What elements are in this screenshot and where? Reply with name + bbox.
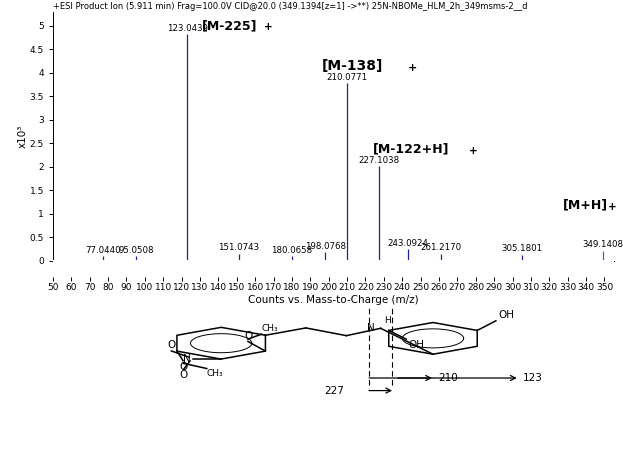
Text: O: O [179,362,188,371]
Text: CH₃: CH₃ [262,324,278,333]
Text: 210: 210 [438,373,458,383]
Text: 77.0440: 77.0440 [85,246,120,255]
Text: 151.0743: 151.0743 [218,244,259,253]
Text: 243.0924: 243.0924 [388,239,429,248]
Text: N: N [183,354,191,363]
Text: 123.0439: 123.0439 [167,24,207,33]
Text: 180.0658: 180.0658 [272,246,313,255]
Text: H: H [384,316,391,325]
Y-axis label: x10³: x10³ [18,124,28,148]
Text: 349.1408: 349.1408 [583,240,623,249]
Text: 198.0768: 198.0768 [305,242,346,251]
Text: O: O [179,370,188,380]
Text: 210.0771: 210.0771 [326,73,368,82]
Text: 227.1038: 227.1038 [358,156,399,164]
Text: 261.2170: 261.2170 [421,244,462,253]
Text: [M-138]: [M-138] [322,59,383,73]
Text: +: + [264,22,273,32]
Text: 227: 227 [325,385,345,396]
Text: 95.0508: 95.0508 [118,246,153,255]
Text: +: + [408,63,417,73]
Text: +: + [468,145,477,156]
Text: [M-225]: [M-225] [202,20,257,32]
Text: [M+H]: [M+H] [563,199,608,212]
Text: +ESI Product Ion (5.911 min) Frag=100.0V CID@20.0 (349.1394[z=1] ->**) 25N-NBOMe: +ESI Product Ion (5.911 min) Frag=100.0V… [53,2,528,11]
X-axis label: Counts vs. Mass-to-Charge (m/z): Counts vs. Mass-to-Charge (m/z) [248,295,419,305]
Text: O: O [167,340,176,350]
Text: CH₃: CH₃ [207,369,224,378]
Text: +: + [608,202,617,212]
Text: OH: OH [409,340,425,350]
Text: OH: OH [498,310,515,321]
Text: N: N [367,322,374,333]
Text: [M-122+H]: [M-122+H] [373,143,449,156]
Text: 123: 123 [523,373,543,383]
Text: 305.1801: 305.1801 [502,245,543,254]
Text: O: O [244,331,253,341]
